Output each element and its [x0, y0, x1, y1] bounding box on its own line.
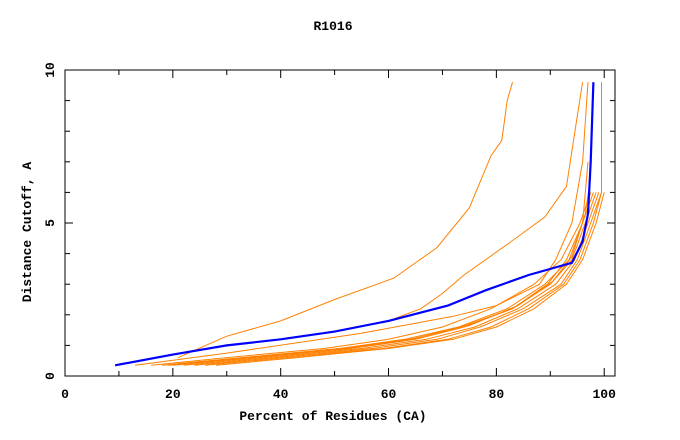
- x-tick-label: 80: [489, 387, 505, 402]
- y-tick-label: 5: [43, 219, 58, 227]
- y-tick-label: 10: [43, 62, 58, 78]
- highlight-series-line: [114, 82, 595, 367]
- series-line-model-10: [215, 192, 605, 366]
- y-tick-label: 0: [43, 372, 58, 380]
- series-line-model-5: [162, 192, 594, 366]
- series-line-model-4: [151, 192, 592, 366]
- x-tick-label: 100: [593, 387, 617, 402]
- series-line-model-6: [172, 192, 597, 366]
- series-line-model-8: [194, 192, 602, 366]
- axis-ticks: 0 20 40 60 80 100 0 5 10: [43, 62, 616, 402]
- x-axis-label: Percent of Residues (CA): [239, 409, 426, 424]
- series-line-model-3: [135, 82, 589, 366]
- chart-title: R1016: [313, 19, 352, 34]
- series-lines: [114, 82, 605, 367]
- x-tick-label: 40: [273, 387, 289, 402]
- series-line-model-9: [205, 82, 602, 366]
- x-tick-label: 0: [61, 387, 69, 402]
- series-line-model-7: [183, 192, 600, 366]
- series-line-model-2: [388, 82, 584, 322]
- plot-frame: [64, 69, 616, 377]
- series-line-model-1: [177, 82, 513, 359]
- series-line-model-12: [178, 177, 592, 365]
- x-tick-label: 60: [381, 387, 397, 402]
- y-axis-label: Distance Cutoff, A: [20, 162, 35, 303]
- x-tick-label: 20: [165, 387, 181, 402]
